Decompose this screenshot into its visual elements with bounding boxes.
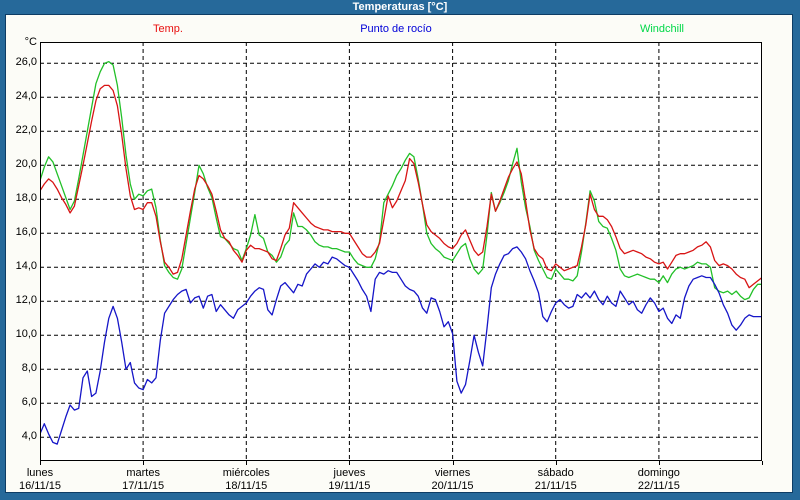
x-axis-tick	[762, 461, 763, 465]
plot-border	[40, 42, 762, 461]
window-title: Temperaturas [°C]	[352, 1, 448, 13]
day-name: domingo	[637, 467, 680, 479]
y-tick-label: 4,0	[21, 430, 37, 443]
legend-item-dew-point: Punto de rocío	[360, 23, 432, 35]
y-tick-label: 24,0	[15, 90, 37, 103]
y-tick-label: 10,0	[15, 328, 37, 341]
day-name: jueves	[333, 467, 366, 479]
day-date: 17/11/15	[122, 480, 165, 492]
x-axis-tick	[246, 461, 248, 465]
legend-item-windchill: Windchill	[639, 23, 684, 35]
x-day-label: miércoles 18/11/15	[196, 467, 296, 493]
x-axis-tick	[143, 461, 145, 465]
x-day-label: lunes 16/11/15	[0, 467, 90, 493]
y-tick-label: 16,0	[15, 226, 37, 239]
y-axis-unit-label: °C	[24, 36, 37, 48]
day-name: miércoles	[222, 467, 270, 479]
y-tick-label: 8,0	[21, 362, 37, 375]
y-tick-label: 20,0	[15, 158, 37, 171]
x-axis-tick	[452, 461, 454, 465]
x-day-label: domingo 22/11/15	[609, 467, 709, 493]
series-line-0	[40, 84, 762, 289]
day-name: sábado	[537, 467, 574, 479]
day-date: 20/11/15	[431, 480, 474, 492]
x-axis-tick	[349, 461, 351, 465]
day-name: lunes	[26, 467, 54, 479]
day-date: 16/11/15	[18, 480, 61, 492]
day-name: martes	[126, 467, 160, 479]
x-day-label: viernes 20/11/15	[403, 467, 503, 493]
y-tick-label: 6,0	[21, 396, 37, 409]
y-tick-label: 14,0	[15, 260, 37, 273]
x-axis-tick	[40, 461, 41, 465]
day-date: 19/11/15	[328, 480, 371, 492]
y-tick-label: 12,0	[15, 294, 37, 307]
plot-svg	[40, 42, 762, 461]
x-axis-tick	[658, 461, 660, 465]
chart-panel: Temp. Punto de rocío Windchill °C 26,0 24…	[5, 14, 793, 493]
x-axis-tick	[555, 461, 557, 465]
plot-area	[40, 42, 762, 461]
day-date: 18/11/15	[225, 480, 268, 492]
y-tick-label: 22,0	[15, 124, 37, 137]
x-day-label: martes 17/11/15	[93, 467, 193, 493]
legend-item-temp: Temp.	[153, 23, 183, 35]
series-line-1	[40, 246, 762, 445]
y-tick-label: 18,0	[15, 192, 37, 205]
day-name: viernes	[434, 467, 471, 479]
x-day-label: jueves 19/11/15	[299, 467, 399, 493]
title-bar: Temperaturas [°C]	[0, 0, 800, 14]
y-tick-label: 26,0	[15, 56, 37, 69]
day-date: 22/11/15	[637, 480, 680, 492]
day-date: 21/11/15	[534, 480, 577, 492]
x-day-label: sábado 21/11/15	[506, 467, 606, 493]
